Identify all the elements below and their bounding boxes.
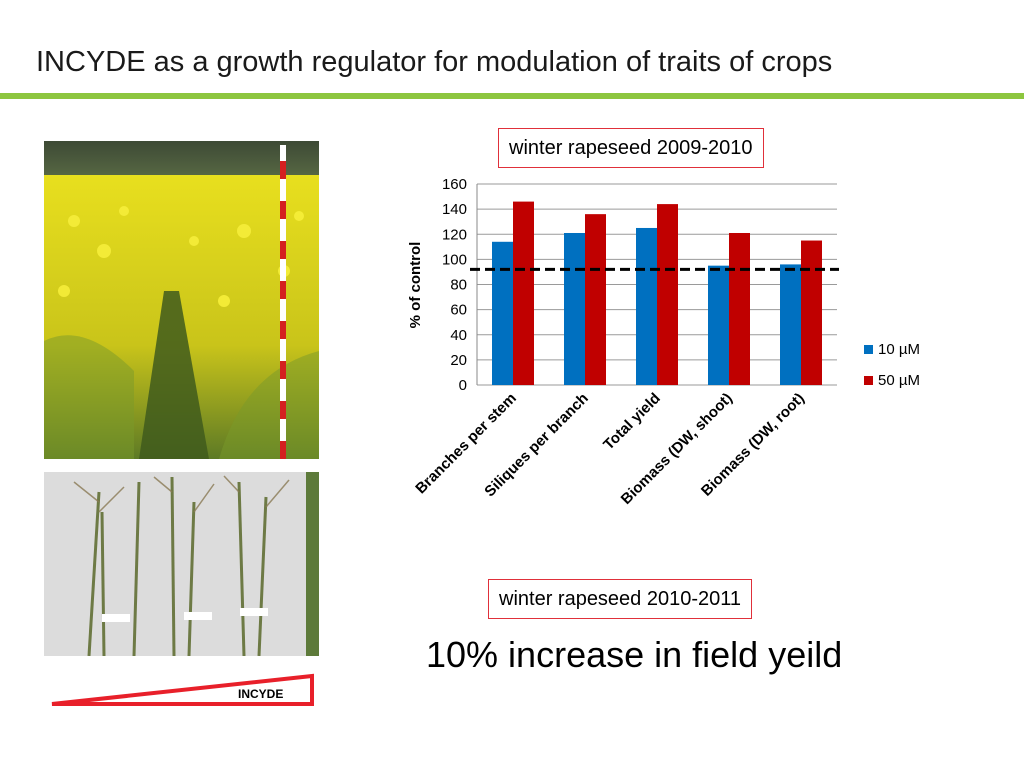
bar-10uM xyxy=(564,232,585,385)
season-2009-label: winter rapeseed 2009-2010 xyxy=(498,128,764,168)
x-tick-label: Total yield xyxy=(600,390,664,454)
bar-50uM xyxy=(513,201,534,385)
bar-10uM xyxy=(780,264,801,385)
legend-swatch xyxy=(864,376,873,385)
y-axis-label: % of control xyxy=(407,242,424,329)
season-2010-label: winter rapeseed 2010-2011 xyxy=(488,579,753,619)
bar-10uM xyxy=(636,227,657,385)
legend-label: 50 µM xyxy=(878,372,920,389)
bar-50uM xyxy=(801,240,822,385)
y-tick-label: 120 xyxy=(442,226,467,243)
y-tick-label: 40 xyxy=(450,327,467,344)
y-tick-label: 140 xyxy=(442,201,467,218)
y-tick-label: 80 xyxy=(450,277,467,294)
legend-swatch xyxy=(864,345,873,354)
bar-50uM xyxy=(657,204,678,385)
legend-label: 10 µM xyxy=(878,341,920,358)
bar-10uM xyxy=(708,265,729,385)
yield-headline: 10% increase in field yeild xyxy=(426,634,843,675)
y-tick-label: 0 xyxy=(459,377,467,394)
y-tick-label: 20 xyxy=(450,352,467,369)
rapeseed-stems-photo xyxy=(44,472,319,656)
slide-title: INCYDE as a growth regulator for modulat… xyxy=(36,46,833,78)
y-tick-label: 100 xyxy=(442,251,467,268)
bar-50uM xyxy=(729,232,750,385)
incyde-gradient-wedge xyxy=(51,673,314,706)
title-underline xyxy=(0,93,1024,99)
rapeseed-field-photo xyxy=(44,141,319,459)
y-tick-label: 160 xyxy=(442,176,467,193)
bar-10uM xyxy=(492,241,513,385)
incyde-label: INCYDE xyxy=(238,687,284,701)
y-tick-label: 60 xyxy=(450,302,467,319)
bar-50uM xyxy=(585,214,606,385)
